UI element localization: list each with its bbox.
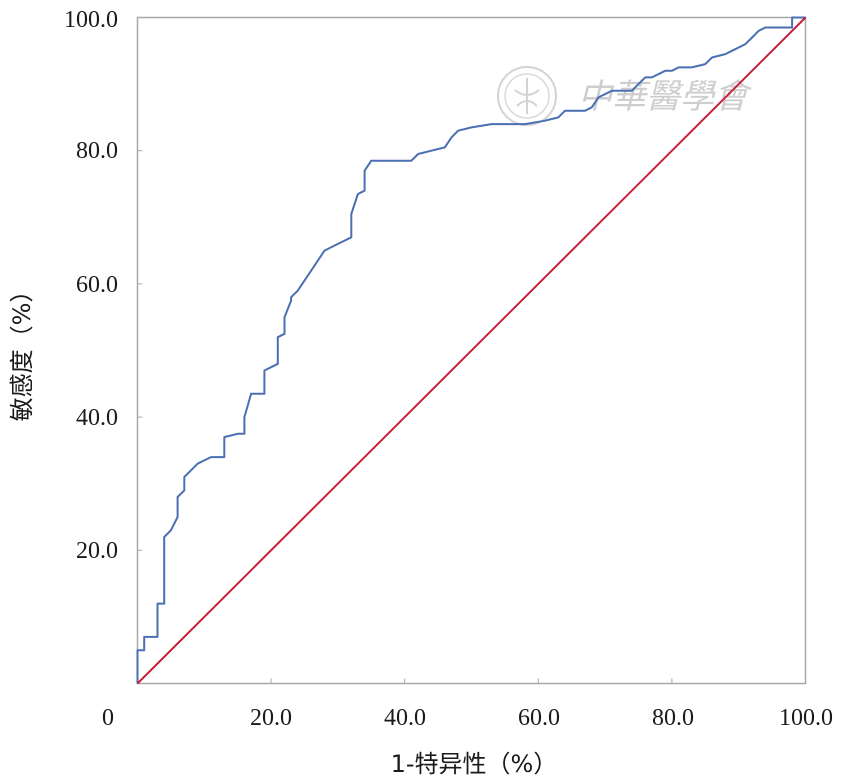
x-tick-label-20: 20.0 bbox=[250, 705, 292, 731]
series-layer bbox=[136, 16, 807, 685]
x-tick-label-60: 60.0 bbox=[518, 705, 560, 731]
roc-curve-line bbox=[136, 16, 806, 684]
y-tick-label-80: 80.0 bbox=[76, 138, 118, 164]
y-tick-label-20: 20.0 bbox=[76, 538, 118, 564]
x-axis-title: 1-特异性（%） bbox=[391, 750, 558, 778]
x-tick-label-0: 0 bbox=[102, 705, 114, 731]
tick-marks bbox=[137, 150, 673, 684]
y-tick-label-60: 60.0 bbox=[76, 272, 118, 298]
y-tick-label-40: 40.0 bbox=[76, 405, 118, 431]
watermark: 中華醫學會 bbox=[497, 66, 753, 126]
x-tick-label-80: 80.0 bbox=[652, 705, 694, 731]
plot-frame bbox=[136, 16, 807, 685]
x-tick-label-40: 40.0 bbox=[384, 705, 426, 731]
watermark-text: 中華醫學會 bbox=[578, 77, 753, 117]
reference-diagonal-line bbox=[136, 16, 807, 685]
y-axis-title: 敏感度（%） bbox=[8, 279, 36, 422]
watermark-seal-icon bbox=[497, 66, 557, 126]
x-tick-label-100: 100.0 bbox=[779, 705, 833, 731]
y-tick-label-100: 100.0 bbox=[64, 7, 118, 33]
